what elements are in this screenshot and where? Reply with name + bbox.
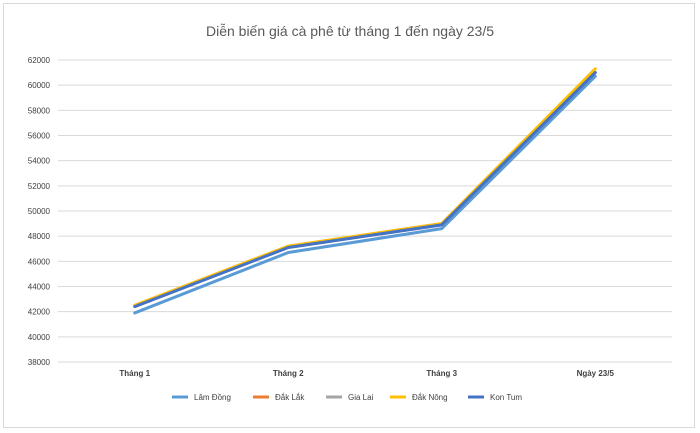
x-tick-label: Tháng 3 xyxy=(426,369,457,378)
y-tick-label: 60000 xyxy=(28,81,51,90)
y-tick-label: 46000 xyxy=(28,257,51,266)
y-tick-label: 40000 xyxy=(28,333,51,342)
series-line-3 xyxy=(133,67,597,307)
y-tick-label: 52000 xyxy=(28,182,51,191)
y-tick-label: 56000 xyxy=(28,132,51,141)
series-line-0 xyxy=(133,74,597,315)
legend-label: Lâm Đồng xyxy=(194,393,231,402)
x-tick-label: Ngày 23/5 xyxy=(577,369,615,378)
y-tick-label: 38000 xyxy=(28,358,51,367)
x-axis-ticks: Tháng 1 Tháng 2 Tháng 3 Ngày 23/5 xyxy=(119,369,614,378)
y-tick-label: 50000 xyxy=(28,207,51,216)
chart-title: Diễn biến giá cà phê từ tháng 1 đến ngày… xyxy=(206,23,494,39)
gridlines xyxy=(58,59,672,363)
legend-label: Kon Tum xyxy=(490,393,522,402)
legend-label: Đắk Lắk xyxy=(275,393,305,402)
series-line-2 xyxy=(133,71,597,309)
x-tick-label: Tháng 1 xyxy=(119,369,150,378)
legend-label: Đắk Nông xyxy=(412,393,448,402)
x-tick-label: Tháng 2 xyxy=(273,369,304,378)
y-tick-label: 44000 xyxy=(28,283,51,292)
y-tick-label: 58000 xyxy=(28,106,51,115)
legend-label: Gia Lai xyxy=(348,393,374,402)
series-line-4 xyxy=(133,71,597,309)
series-line-1 xyxy=(133,71,597,307)
y-tick-label: 48000 xyxy=(28,232,51,241)
legend: Lâm Đồng Đắk Lắk Gia Lai Đắk Nông Kon Tum xyxy=(172,393,522,402)
y-tick-label: 42000 xyxy=(28,308,51,317)
series-lines xyxy=(133,67,597,315)
y-tick-label: 54000 xyxy=(28,157,51,166)
y-axis-ticks: 38000 40000 42000 44000 46000 48000 50000 52000… xyxy=(28,56,51,367)
chart-frame xyxy=(3,3,695,428)
y-tick-label: 62000 xyxy=(28,56,51,65)
